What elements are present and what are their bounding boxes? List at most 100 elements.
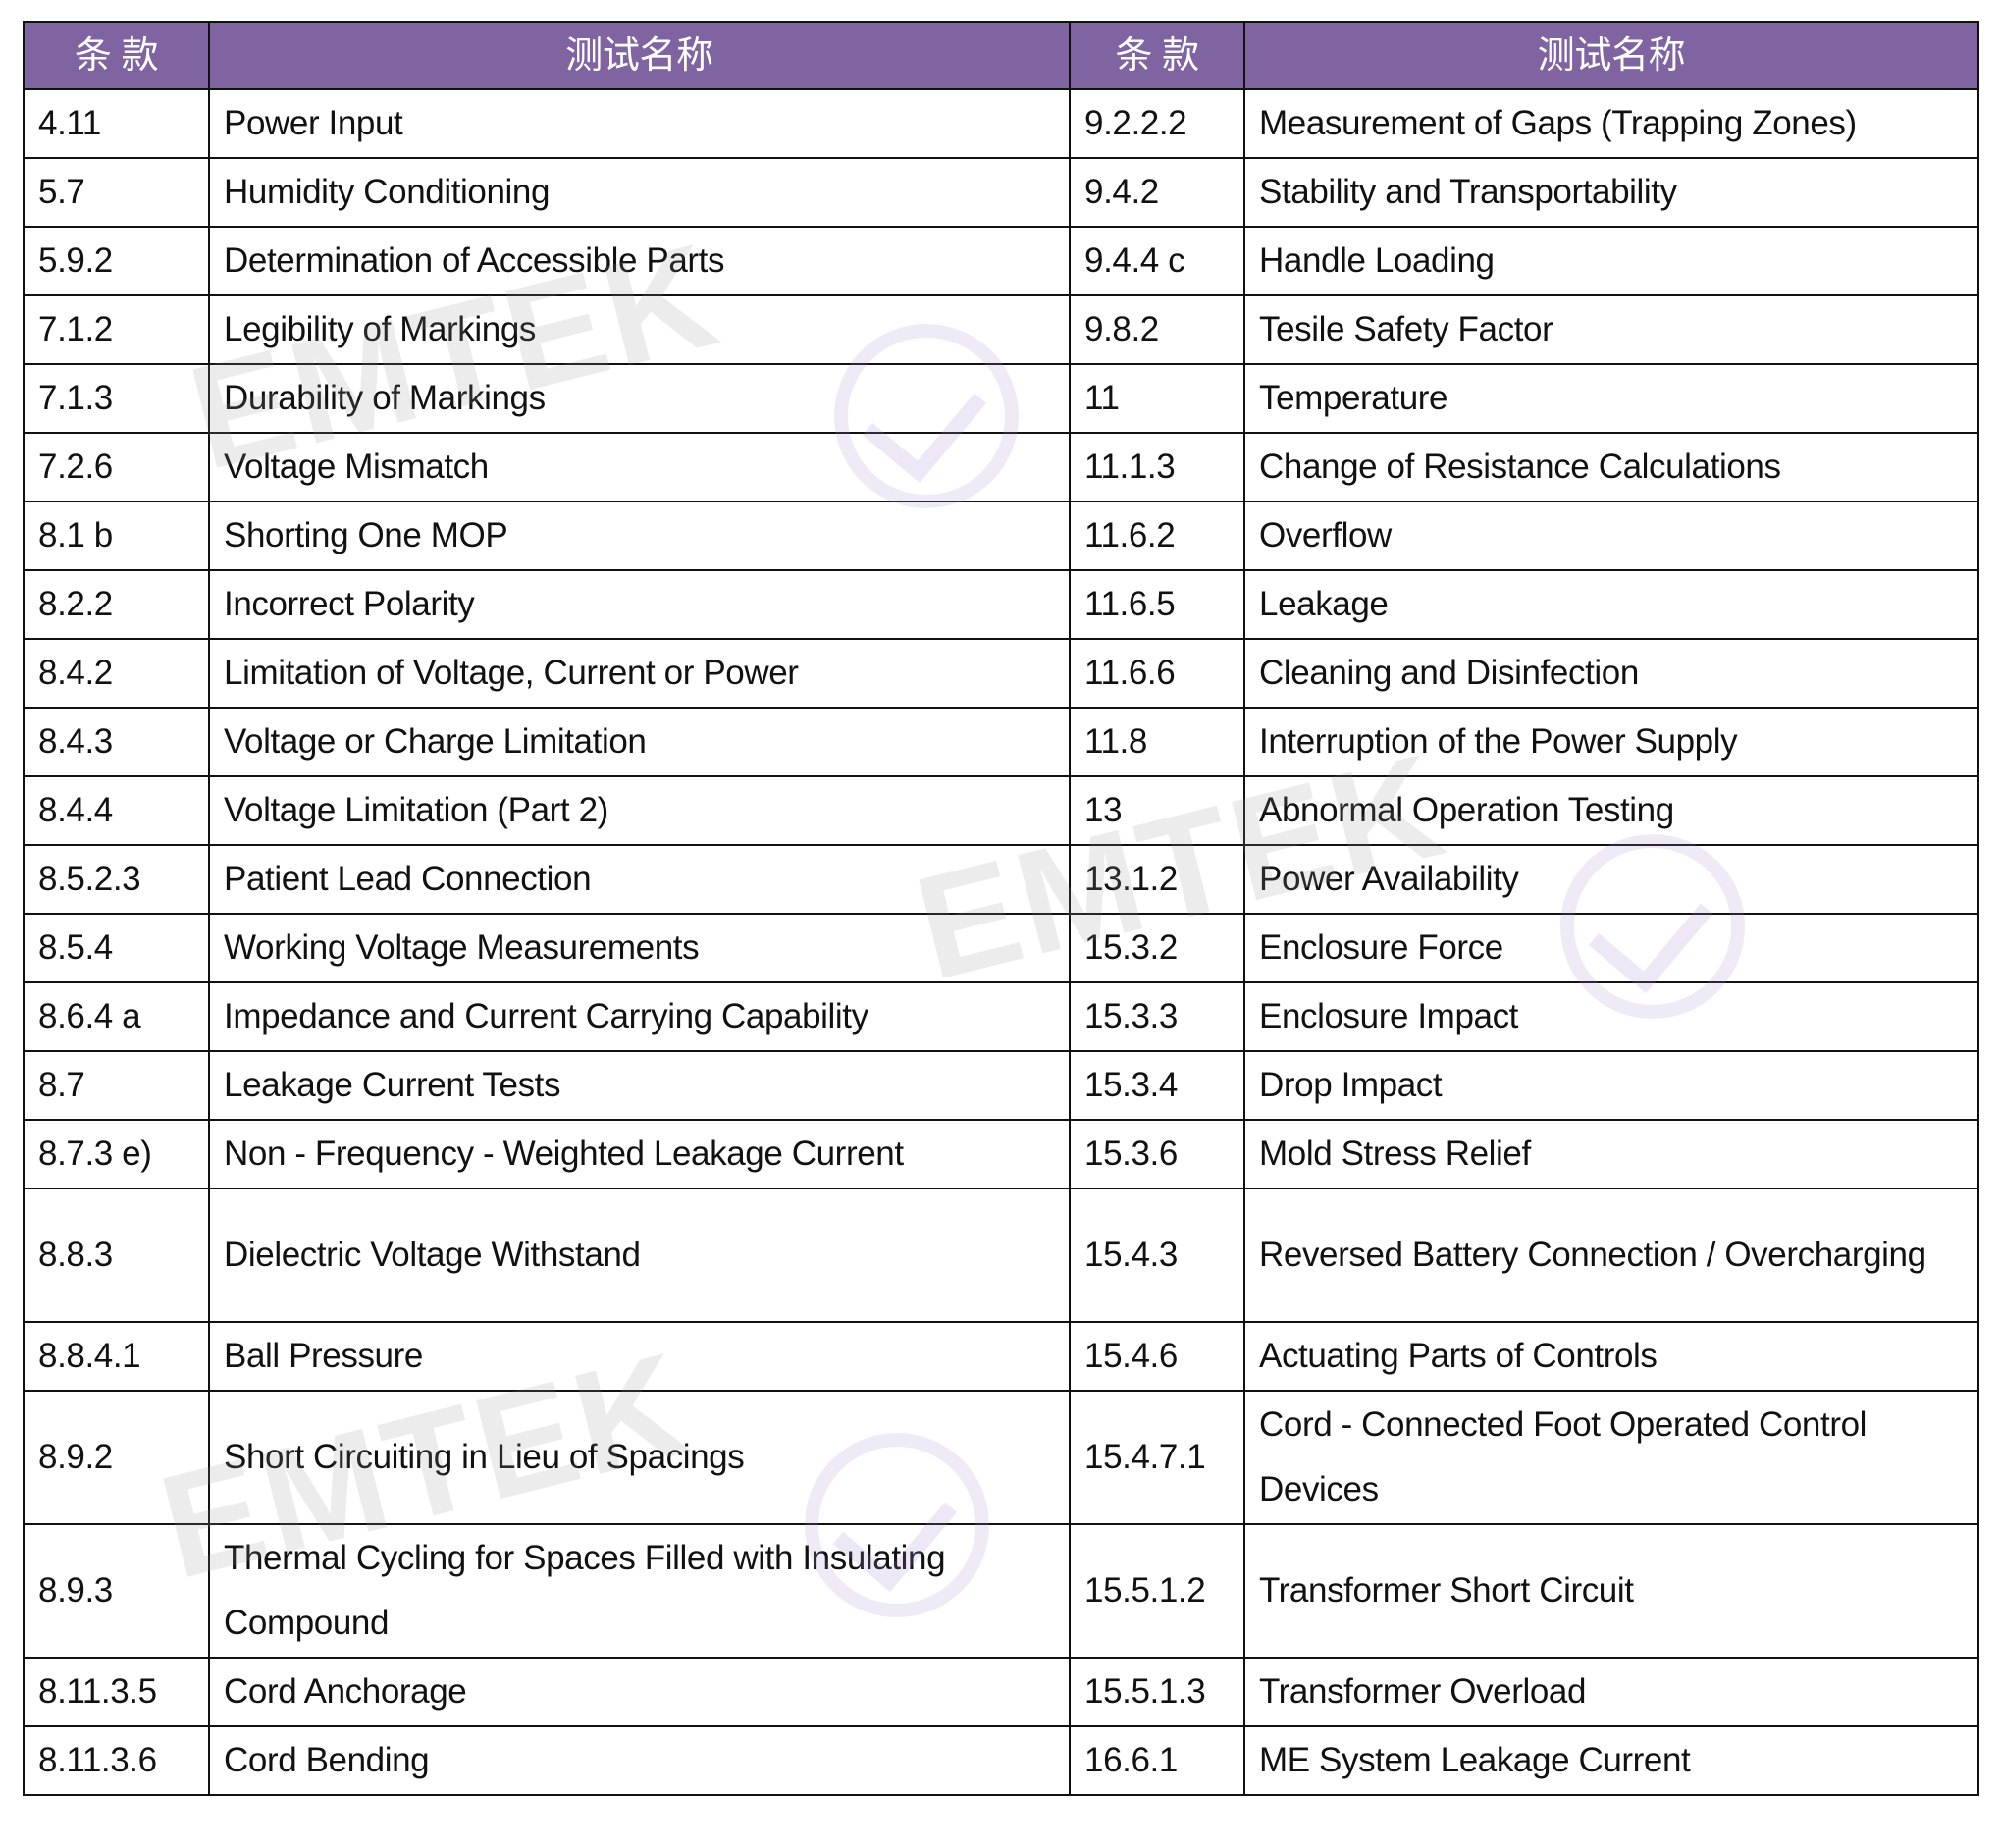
test-name-cell: Thermal Cycling for Spaces Filled with I… [208, 1523, 1071, 1659]
test-name-cell: Temperature [1243, 363, 1979, 434]
test-name-cell: Cleaning and Disinfection [1243, 638, 1979, 709]
clause-cell: 5.7 [23, 157, 210, 228]
clause-cell: 9.2.2.2 [1069, 88, 1245, 159]
table-row: 8.9.3 Thermal Cycling for Spaces Filled w… [23, 1523, 1979, 1659]
test-name-cell: Incorrect Polarity [208, 569, 1071, 640]
test-name-cell: Transformer Overload [1243, 1657, 1979, 1727]
clause-cell: 11.6.2 [1069, 501, 1245, 571]
clause-cell: 11 [1069, 363, 1245, 434]
table-row: 8.5.2.3 Patient Lead Connection 13.1.2 Powe… [23, 844, 1979, 915]
clause-cell: 11.6.5 [1069, 569, 1245, 640]
test-name-cell: Stability and Transportability [1243, 157, 1979, 228]
test-name-cell: Actuating Parts of Controls [1243, 1321, 1979, 1392]
test-name-cell: Drop Impact [1243, 1050, 1979, 1121]
clause-cell: 8.11.3.6 [23, 1725, 210, 1796]
table-row: 8.8.4.1 Ball Pressure 15.4.6 Actuating Part… [23, 1321, 1979, 1392]
clause-cell: 8.5.4 [23, 913, 210, 983]
test-name-cell: Voltage Mismatch [208, 432, 1071, 502]
table-row: 8.6.4 a Impedance and Current Carrying Ca… [23, 981, 1979, 1052]
test-name-cell: Enclosure Impact [1243, 981, 1979, 1052]
test-items-table: 条 款 测试名称 条 款 测试名称 4.11 Power Input 9.2.2.2… [23, 21, 1979, 1796]
test-name-cell: Transformer Short Circuit [1243, 1523, 1979, 1659]
table-row: 8.7 Leakage Current Tests 15.3.4 Drop Impac… [23, 1050, 1979, 1121]
table-row: 8.7.3 e) Non - Frequency - Weighted Leaka… [23, 1119, 1979, 1189]
clause-cell: 5.9.2 [23, 226, 210, 296]
clause-cell: 11.6.6 [1069, 638, 1245, 709]
clause-cell: 8.8.4.1 [23, 1321, 210, 1392]
test-name-cell: Interruption of the Power Supply [1243, 707, 1979, 777]
clause-cell: 15.3.6 [1069, 1119, 1245, 1189]
test-name-cell: Cord Bending [208, 1725, 1071, 1796]
clause-cell: 7.1.3 [23, 363, 210, 434]
test-name-cell: Humidity Conditioning [208, 157, 1071, 228]
clause-cell: 16.6.1 [1069, 1725, 1245, 1796]
test-name-cell: Overflow [1243, 501, 1979, 571]
table-row: 8.9.2 Short Circuiting in Lieu of Spacing… [23, 1390, 1979, 1525]
clause-cell: 8.4.2 [23, 638, 210, 709]
clause-cell: 7.1.2 [23, 294, 210, 365]
test-name-cell: Legibility of Markings [208, 294, 1071, 365]
clause-cell: 8.4.4 [23, 775, 210, 846]
test-name-cell: Impedance and Current Carrying Capabilit… [208, 981, 1071, 1052]
header-test-name: 测试名称 [208, 21, 1071, 90]
header-row: 条 款 测试名称 条 款 测试名称 [23, 21, 1979, 90]
test-name-cell: Reversed Battery Connection / Overchargi… [1243, 1188, 1979, 1323]
clause-cell: 13.1.2 [1069, 844, 1245, 915]
clause-cell: 8.7 [23, 1050, 210, 1121]
clause-cell: 8.9.3 [23, 1523, 210, 1659]
clause-cell: 13 [1069, 775, 1245, 846]
clause-cell: 15.3.3 [1069, 981, 1245, 1052]
test-name-cell: Cord - Connected Foot Operated Control D… [1243, 1390, 1979, 1525]
clause-cell: 15.3.2 [1069, 913, 1245, 983]
clause-cell: 15.3.4 [1069, 1050, 1245, 1121]
clause-cell: 15.5.1.2 [1069, 1523, 1245, 1659]
test-name-cell: Abnormal Operation Testing [1243, 775, 1979, 846]
table-row: 4.11 Power Input 9.2.2.2 Measurement of Gap… [23, 88, 1979, 159]
clause-cell: 8.9.2 [23, 1390, 210, 1525]
test-name-cell: Tesile Safety Factor [1243, 294, 1979, 365]
table-row: 8.4.2 Limitation of Voltage, Current or P… [23, 638, 1979, 709]
clause-cell: 8.1 b [23, 501, 210, 571]
test-name-cell: Working Voltage Measurements [208, 913, 1071, 983]
test-name-cell: Shorting One MOP [208, 501, 1071, 571]
clause-cell: 15.4.6 [1069, 1321, 1245, 1392]
clause-cell: 8.8.3 [23, 1188, 210, 1323]
test-name-cell: Determination of Accessible Parts [208, 226, 1071, 296]
test-name-cell: Change of Resistance Calculations [1243, 432, 1979, 502]
test-name-cell: Cord Anchorage [208, 1657, 1071, 1727]
clause-cell: 9.4.4 c [1069, 226, 1245, 296]
test-name-cell: Durability of Markings [208, 363, 1071, 434]
test-name-cell: ME System Leakage Current [1243, 1725, 1979, 1796]
test-name-cell: Ball Pressure [208, 1321, 1071, 1392]
table-row: 8.11.3.6 Cord Bending 16.6.1 ME System Leak… [23, 1725, 1979, 1796]
test-name-cell: Short Circuiting in Lieu of Spacings [208, 1390, 1071, 1525]
clause-cell: 8.11.3.5 [23, 1657, 210, 1727]
header-clause-2: 条 款 [1069, 21, 1245, 90]
clause-cell: 15.4.7.1 [1069, 1390, 1245, 1525]
clause-cell: 8.6.4 a [23, 981, 210, 1052]
clause-cell: 11.1.3 [1069, 432, 1245, 502]
test-name-cell: Handle Loading [1243, 226, 1979, 296]
table-row: 8.8.3 Dielectric Voltage Withstand 15.4.3 R… [23, 1188, 1979, 1323]
table-row: 8.2.2 Incorrect Polarity 11.6.5 Leakage [23, 569, 1979, 640]
test-name-cell: Limitation of Voltage, Current or Power [208, 638, 1071, 709]
test-name-cell: Enclosure Force [1243, 913, 1979, 983]
header-clause: 条 款 [23, 21, 210, 90]
clause-cell: 8.7.3 e) [23, 1119, 210, 1189]
table-row: 7.1.3 Durability of Markings 11 Temperature [23, 363, 1979, 434]
table-row: 8.11.3.5 Cord Anchorage 15.5.1.3 Transforme… [23, 1657, 1979, 1727]
table-row: 8.1 b Shorting One MOP 11.6.2 Overflow [23, 501, 1979, 571]
test-name-cell: Power Availability [1243, 844, 1979, 915]
table-row: 7.2.6 Voltage Mismatch 11.1.3 Change of Res… [23, 432, 1979, 502]
clause-cell: 9.8.2 [1069, 294, 1245, 365]
test-name-cell: Voltage or Charge Limitation [208, 707, 1071, 777]
table-row: 8.5.4 Working Voltage Measurements 15.3.2 E… [23, 913, 1979, 983]
clause-cell: 4.11 [23, 88, 210, 159]
test-name-cell: Non - Frequency - Weighted Leakage Curre… [208, 1119, 1071, 1189]
test-name-cell: Leakage [1243, 569, 1979, 640]
test-name-cell: Power Input [208, 88, 1071, 159]
test-name-cell: Dielectric Voltage Withstand [208, 1188, 1071, 1323]
test-name-cell: Voltage Limitation (Part 2) [208, 775, 1071, 846]
clause-cell: 9.4.2 [1069, 157, 1245, 228]
table-row: 8.4.4 Voltage Limitation (Part 2) 13 Abnorm… [23, 775, 1979, 846]
